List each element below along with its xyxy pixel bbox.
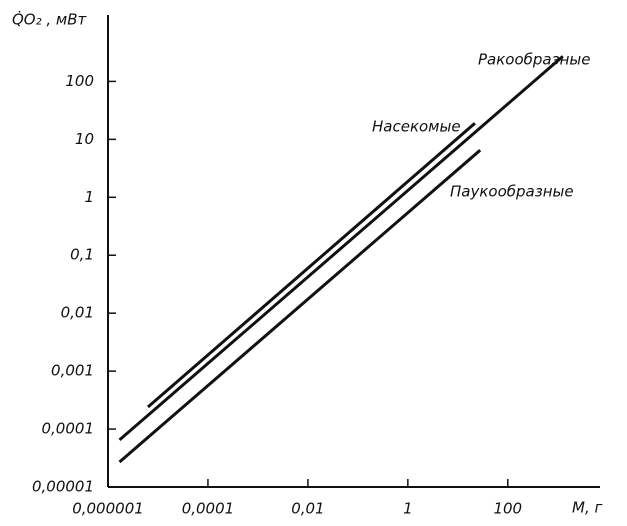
y-tick-label: 1	[84, 188, 94, 206]
x-tick-label: 0,01	[291, 500, 324, 518]
y-tick-label: 0,00001	[32, 478, 94, 496]
x-tick-label: 1	[403, 500, 413, 518]
series-label: Паукообразные	[450, 183, 574, 201]
series-line	[118, 149, 482, 464]
x-tick-label: 0,000001	[72, 500, 144, 518]
y-tick-label: 0,001	[51, 362, 94, 380]
x-tick-label: 0,0001	[182, 500, 235, 518]
series-line	[118, 55, 564, 442]
x-axis-label: М, г	[572, 499, 602, 517]
y-tick-label: 10	[75, 130, 94, 148]
y-tick-label: 0,1	[70, 246, 94, 264]
series-label: Насекомые	[372, 118, 461, 136]
y-tick-label: 0,01	[61, 304, 94, 322]
series-label: Ракообразные	[478, 51, 590, 69]
x-tick-label: 100	[493, 500, 522, 518]
y-tick-label: 0,0001	[42, 420, 95, 438]
y-tick-label: 100	[65, 72, 94, 90]
y-axis-label: Q̇O₂ , мВт	[12, 10, 88, 29]
series-line	[146, 122, 476, 409]
